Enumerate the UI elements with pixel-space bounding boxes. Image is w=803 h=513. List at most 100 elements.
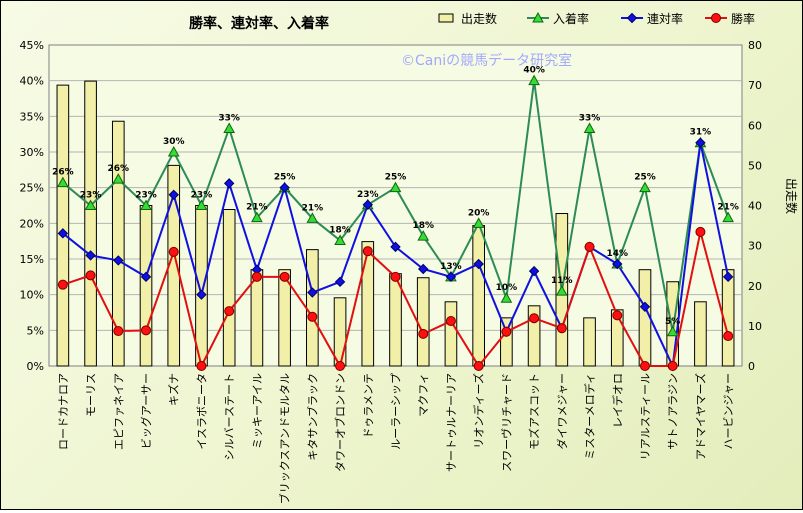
marker-circle [362, 246, 373, 257]
marker-circle [85, 270, 96, 281]
x-tick-label: エピファネイア [112, 373, 125, 450]
y2-tick-label: 60 [748, 119, 762, 132]
marker-circle [529, 313, 540, 324]
marker-circle [501, 326, 512, 337]
bar [610, 309, 624, 367]
marker-circle [57, 279, 68, 290]
x-tick-label: ハービンジャー [722, 373, 735, 449]
marker-circle [418, 328, 429, 339]
bar [111, 120, 125, 367]
bar [139, 205, 153, 367]
x-tick-label: タワーオブロンドン [333, 373, 347, 472]
marker-triangle [167, 145, 180, 157]
y-tick-label: 30% [20, 146, 44, 159]
marker-diamond [85, 250, 96, 261]
marker-triangle [528, 74, 540, 86]
marker-triangle [195, 199, 208, 210]
x-tick-label: サートゥルナーリア [445, 373, 458, 472]
marker-triangle [389, 181, 402, 193]
marker-triangle [532, 11, 544, 23]
bar [416, 277, 430, 367]
point-label: 31% [690, 128, 712, 138]
bar [222, 209, 236, 367]
marker-triangle [251, 211, 263, 223]
marker-circle [695, 226, 706, 237]
point-label: 25% [274, 173, 296, 183]
marker-diamond [445, 271, 457, 283]
x-tick-label: ルーラーシップ [390, 373, 403, 450]
point-label: 14% [606, 249, 628, 259]
marker-diamond [223, 178, 235, 189]
x-tick-label: ミスターメロディ [583, 373, 597, 460]
marker-circle [196, 361, 207, 371]
marker-circle [612, 310, 623, 321]
y-tick-label: 5% [27, 324, 44, 337]
x-tick-label: キタサンブラック [305, 373, 319, 461]
marker-triangle [555, 285, 568, 296]
marker-circle [584, 241, 595, 252]
x-tick-label: モズアスコット [527, 373, 541, 450]
y2-tick-label: 0 [748, 360, 755, 373]
x-tick-label: ロードカナロア [57, 373, 70, 450]
x-tick-label: モーリス [85, 373, 98, 417]
y2-tick-label: 50 [748, 159, 762, 172]
point-label: 18% [412, 221, 434, 231]
marker-triangle [112, 173, 125, 184]
y-tick-label: 20% [20, 217, 44, 230]
marker-diamond [168, 189, 179, 201]
point-label: 13% [440, 262, 462, 272]
bar [361, 241, 375, 367]
marker-circle [279, 271, 290, 282]
x-tick-label: スワーヴリチャード [499, 373, 513, 472]
bar [333, 297, 347, 367]
legend-label: 連対率 [647, 11, 683, 26]
marker-triangle [223, 122, 236, 133]
marker-triangle [334, 234, 346, 245]
chart-title: 勝率、連対率、入着率 [189, 15, 329, 32]
marker-circle [251, 271, 262, 282]
x-tick-label: ダイワメジャー [555, 373, 569, 449]
bar [84, 80, 97, 367]
point-label: 23% [191, 191, 213, 201]
x-tick-label: ビッグアーサー [139, 373, 153, 449]
legend: 出走数 入着率 連対率 勝率 [438, 11, 755, 26]
y2-tick-label: 40 [748, 200, 762, 213]
y2-tick-label: 80 [748, 39, 762, 52]
marker-triangle [472, 217, 485, 228]
x-tick-label: イスラボニータ [195, 373, 208, 450]
marker-triangle [639, 181, 651, 193]
marker-circle [307, 311, 318, 322]
marker-triangle [722, 211, 734, 223]
marker-circle [141, 325, 152, 336]
x-tick-label: レイデオロ [610, 373, 624, 428]
point-label: 20% [468, 208, 490, 218]
bar [444, 301, 458, 367]
marker-triangle [417, 230, 430, 241]
bar [389, 273, 402, 367]
marker-diamond [279, 182, 290, 193]
plot-layer: 0% 5% 10% 15% 20% 25% 30% 35% 40% 45% 0 10 20 30 40 50 6… [20, 39, 762, 504]
point-label: 10% [496, 283, 518, 293]
bar [250, 269, 264, 367]
marker-circle [667, 361, 678, 371]
point-label: 26% [108, 164, 130, 174]
x-tick-label: リオンディーズ [472, 373, 486, 449]
marker-circle [390, 271, 401, 282]
y-tick-label: 40% [20, 75, 44, 88]
point-label: 26% [52, 168, 74, 178]
marker-circle [556, 323, 567, 334]
x-tick-label: ブリックスアンドモルタル [278, 373, 292, 504]
watermark: ©Caniの競馬データ研究室 [401, 52, 572, 69]
point-label: 23% [135, 191, 157, 201]
point-label: 30% [163, 137, 185, 147]
marker-circle [639, 361, 650, 371]
bar [583, 317, 596, 367]
bar [56, 84, 70, 367]
marker-diamond [196, 289, 207, 300]
point-label: 33% [218, 113, 240, 123]
point-label: 25% [634, 173, 656, 183]
marker-diamond [418, 263, 429, 275]
x-tick-label: キズナ [167, 373, 181, 406]
point-label: 40% [523, 66, 545, 76]
